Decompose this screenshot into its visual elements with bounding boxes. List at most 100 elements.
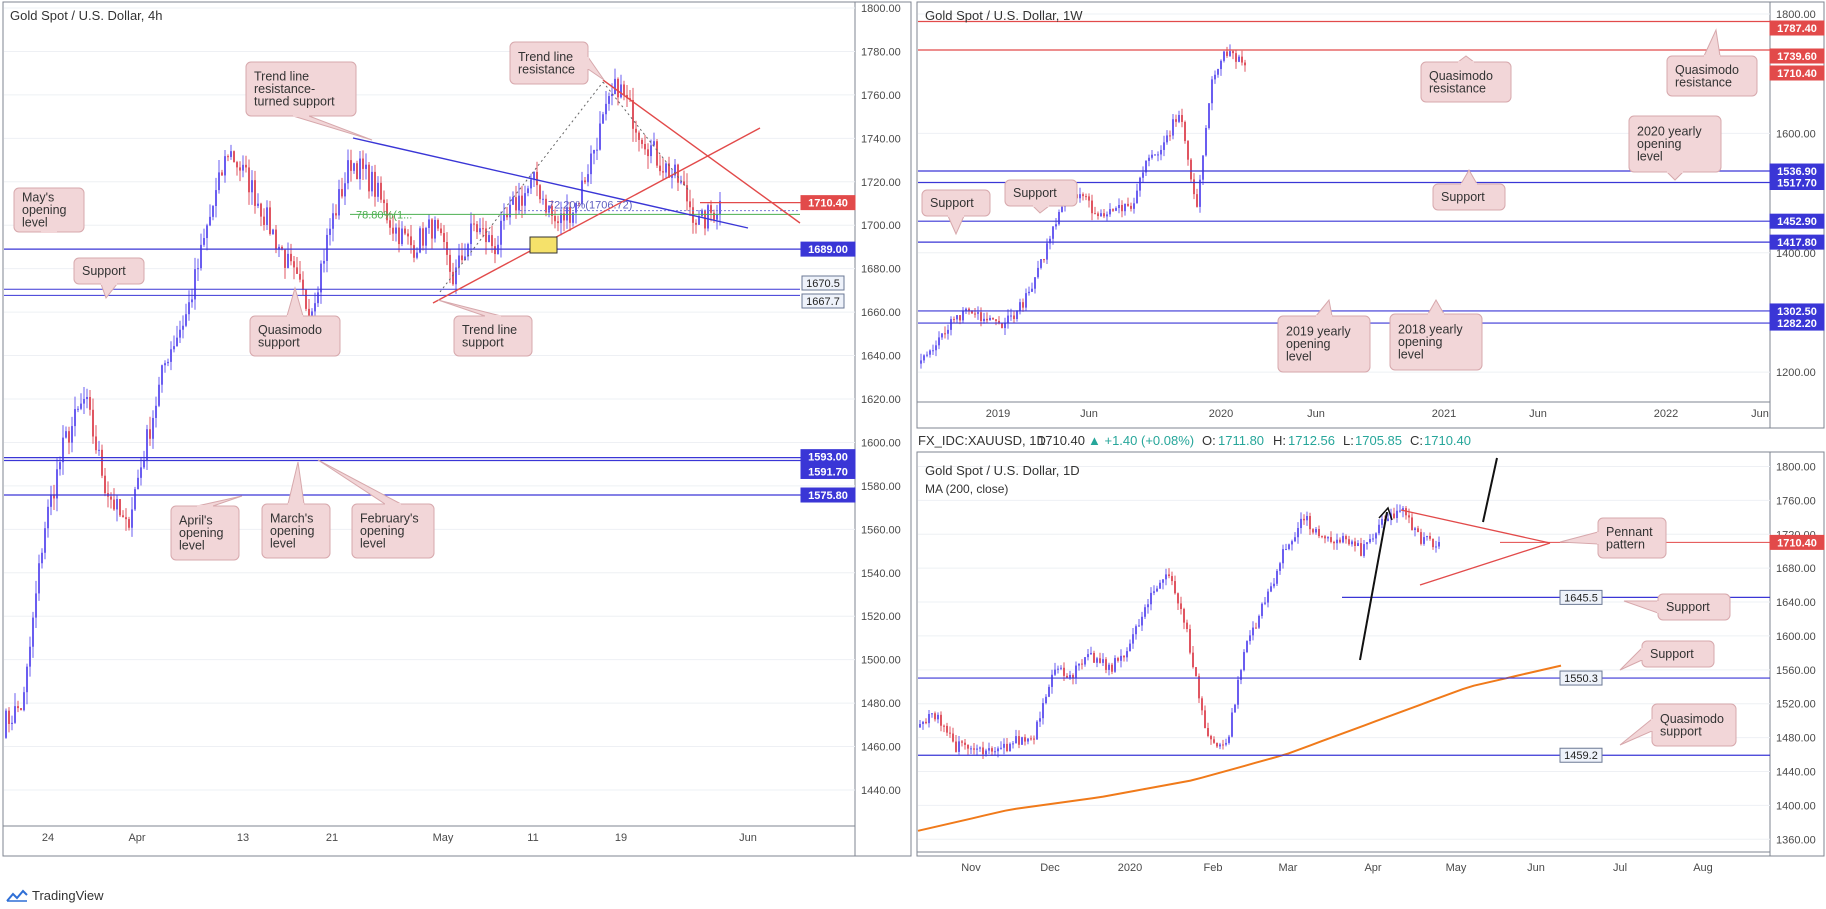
candle: [380, 182, 382, 200]
candle: [554, 215, 556, 222]
candle: [584, 180, 586, 183]
candle: [533, 171, 535, 180]
candle: [65, 431, 67, 438]
y-tick-label: 1800.00: [1776, 461, 1816, 473]
candle: [119, 499, 121, 516]
y-tick-label: 1800.00: [861, 3, 901, 15]
candle: [62, 437, 64, 463]
candle: [947, 329, 949, 334]
panel-1d[interactable]: 1800.001760.001720.001680.001640.001600.…: [917, 457, 1825, 874]
candle: [958, 741, 960, 752]
candle: [1166, 135, 1168, 143]
candle: [542, 198, 544, 200]
candle: [1225, 742, 1227, 745]
candle: [1156, 588, 1158, 592]
candle: [1417, 528, 1419, 533]
open-label: O:: [1202, 433, 1216, 448]
x-tick-label: Jun: [1529, 408, 1547, 420]
candle: [560, 213, 562, 224]
svg-text:1282.20: 1282.20: [1777, 318, 1817, 330]
candle: [1048, 686, 1050, 697]
candle: [611, 94, 613, 97]
candle: [278, 246, 280, 249]
candle: [1375, 533, 1377, 539]
candle: [524, 193, 526, 206]
callout-support-a[interactable]: Support: [1004, 179, 1078, 214]
trend-line-blue: [352, 137, 749, 229]
candle: [335, 213, 337, 216]
callout-text: level: [1286, 350, 1312, 364]
candle: [113, 499, 115, 510]
callout-text: resistance: [1675, 75, 1732, 89]
candle: [938, 337, 940, 346]
candle: [239, 167, 241, 171]
callout-text: level: [1398, 348, 1424, 362]
candle: [656, 141, 658, 166]
candle: [1001, 322, 1003, 329]
tradingview-brand[interactable]: TradingView: [6, 888, 104, 903]
x-tick-label: 2020: [1209, 408, 1233, 420]
candle: [1234, 704, 1236, 713]
price-tag: 1417.80: [1769, 234, 1825, 250]
callout-support-1[interactable]: Support: [1623, 593, 1731, 621]
candle: [674, 164, 676, 176]
candle: [455, 267, 457, 285]
candle: [952, 733, 954, 742]
candle: [1130, 205, 1132, 209]
candle: [1336, 539, 1338, 544]
callout-text: opening: [360, 524, 405, 538]
candle: [1432, 538, 1434, 548]
x-tick-label: 2021: [1432, 408, 1456, 420]
panel-4h[interactable]: 1800.00 1780.00 1760.00 1740.00 1720.00 1700.…: [4, 3, 901, 844]
callout-support-b[interactable]: Support: [921, 189, 991, 236]
candle: [1186, 622, 1188, 630]
panel-1w[interactable]: 1800.00 1600.00 1400.00 1200.00 2019 Jun 2020 J…: [918, 9, 1825, 420]
candle: [1396, 510, 1398, 519]
y-tick-label: 1700.00: [861, 220, 901, 232]
symbol-label: FX_IDC:XAUUSD, 1D: [918, 433, 1046, 448]
candle: [230, 151, 232, 157]
candle: [982, 747, 984, 755]
callout-text: Trend line: [254, 70, 309, 84]
callout-support[interactable]: Support: [73, 257, 145, 300]
y-tick-label: 1600.00: [1776, 128, 1816, 140]
candle: [1306, 515, 1308, 521]
candle: [1327, 537, 1329, 539]
y-tick-label: 1460.00: [861, 742, 901, 754]
candle: [179, 329, 181, 338]
candle: [1315, 529, 1317, 533]
change-value: ▲ +1.40 (+0.08%): [1088, 433, 1194, 448]
candle: [503, 214, 505, 221]
candle: [1189, 629, 1191, 653]
callout-support-right[interactable]: Support: [1432, 168, 1506, 211]
candle: [1147, 604, 1149, 608]
candle: [209, 216, 211, 226]
price-tag: 1710.40: [1769, 534, 1825, 550]
candle: [1172, 119, 1174, 136]
x-tick-label: May: [433, 832, 454, 844]
svg-text:1689.00: 1689.00: [808, 244, 848, 256]
callout-text: 2020 yearly: [1637, 125, 1702, 139]
candle: [1010, 315, 1012, 317]
candle: [986, 318, 988, 321]
callout-support-2[interactable]: Support: [1619, 640, 1715, 671]
candle: [590, 153, 592, 175]
y-tick-label: 1400.00: [1776, 800, 1816, 812]
candle: [1103, 213, 1105, 217]
callout-text: Quasimodo: [1660, 712, 1724, 726]
